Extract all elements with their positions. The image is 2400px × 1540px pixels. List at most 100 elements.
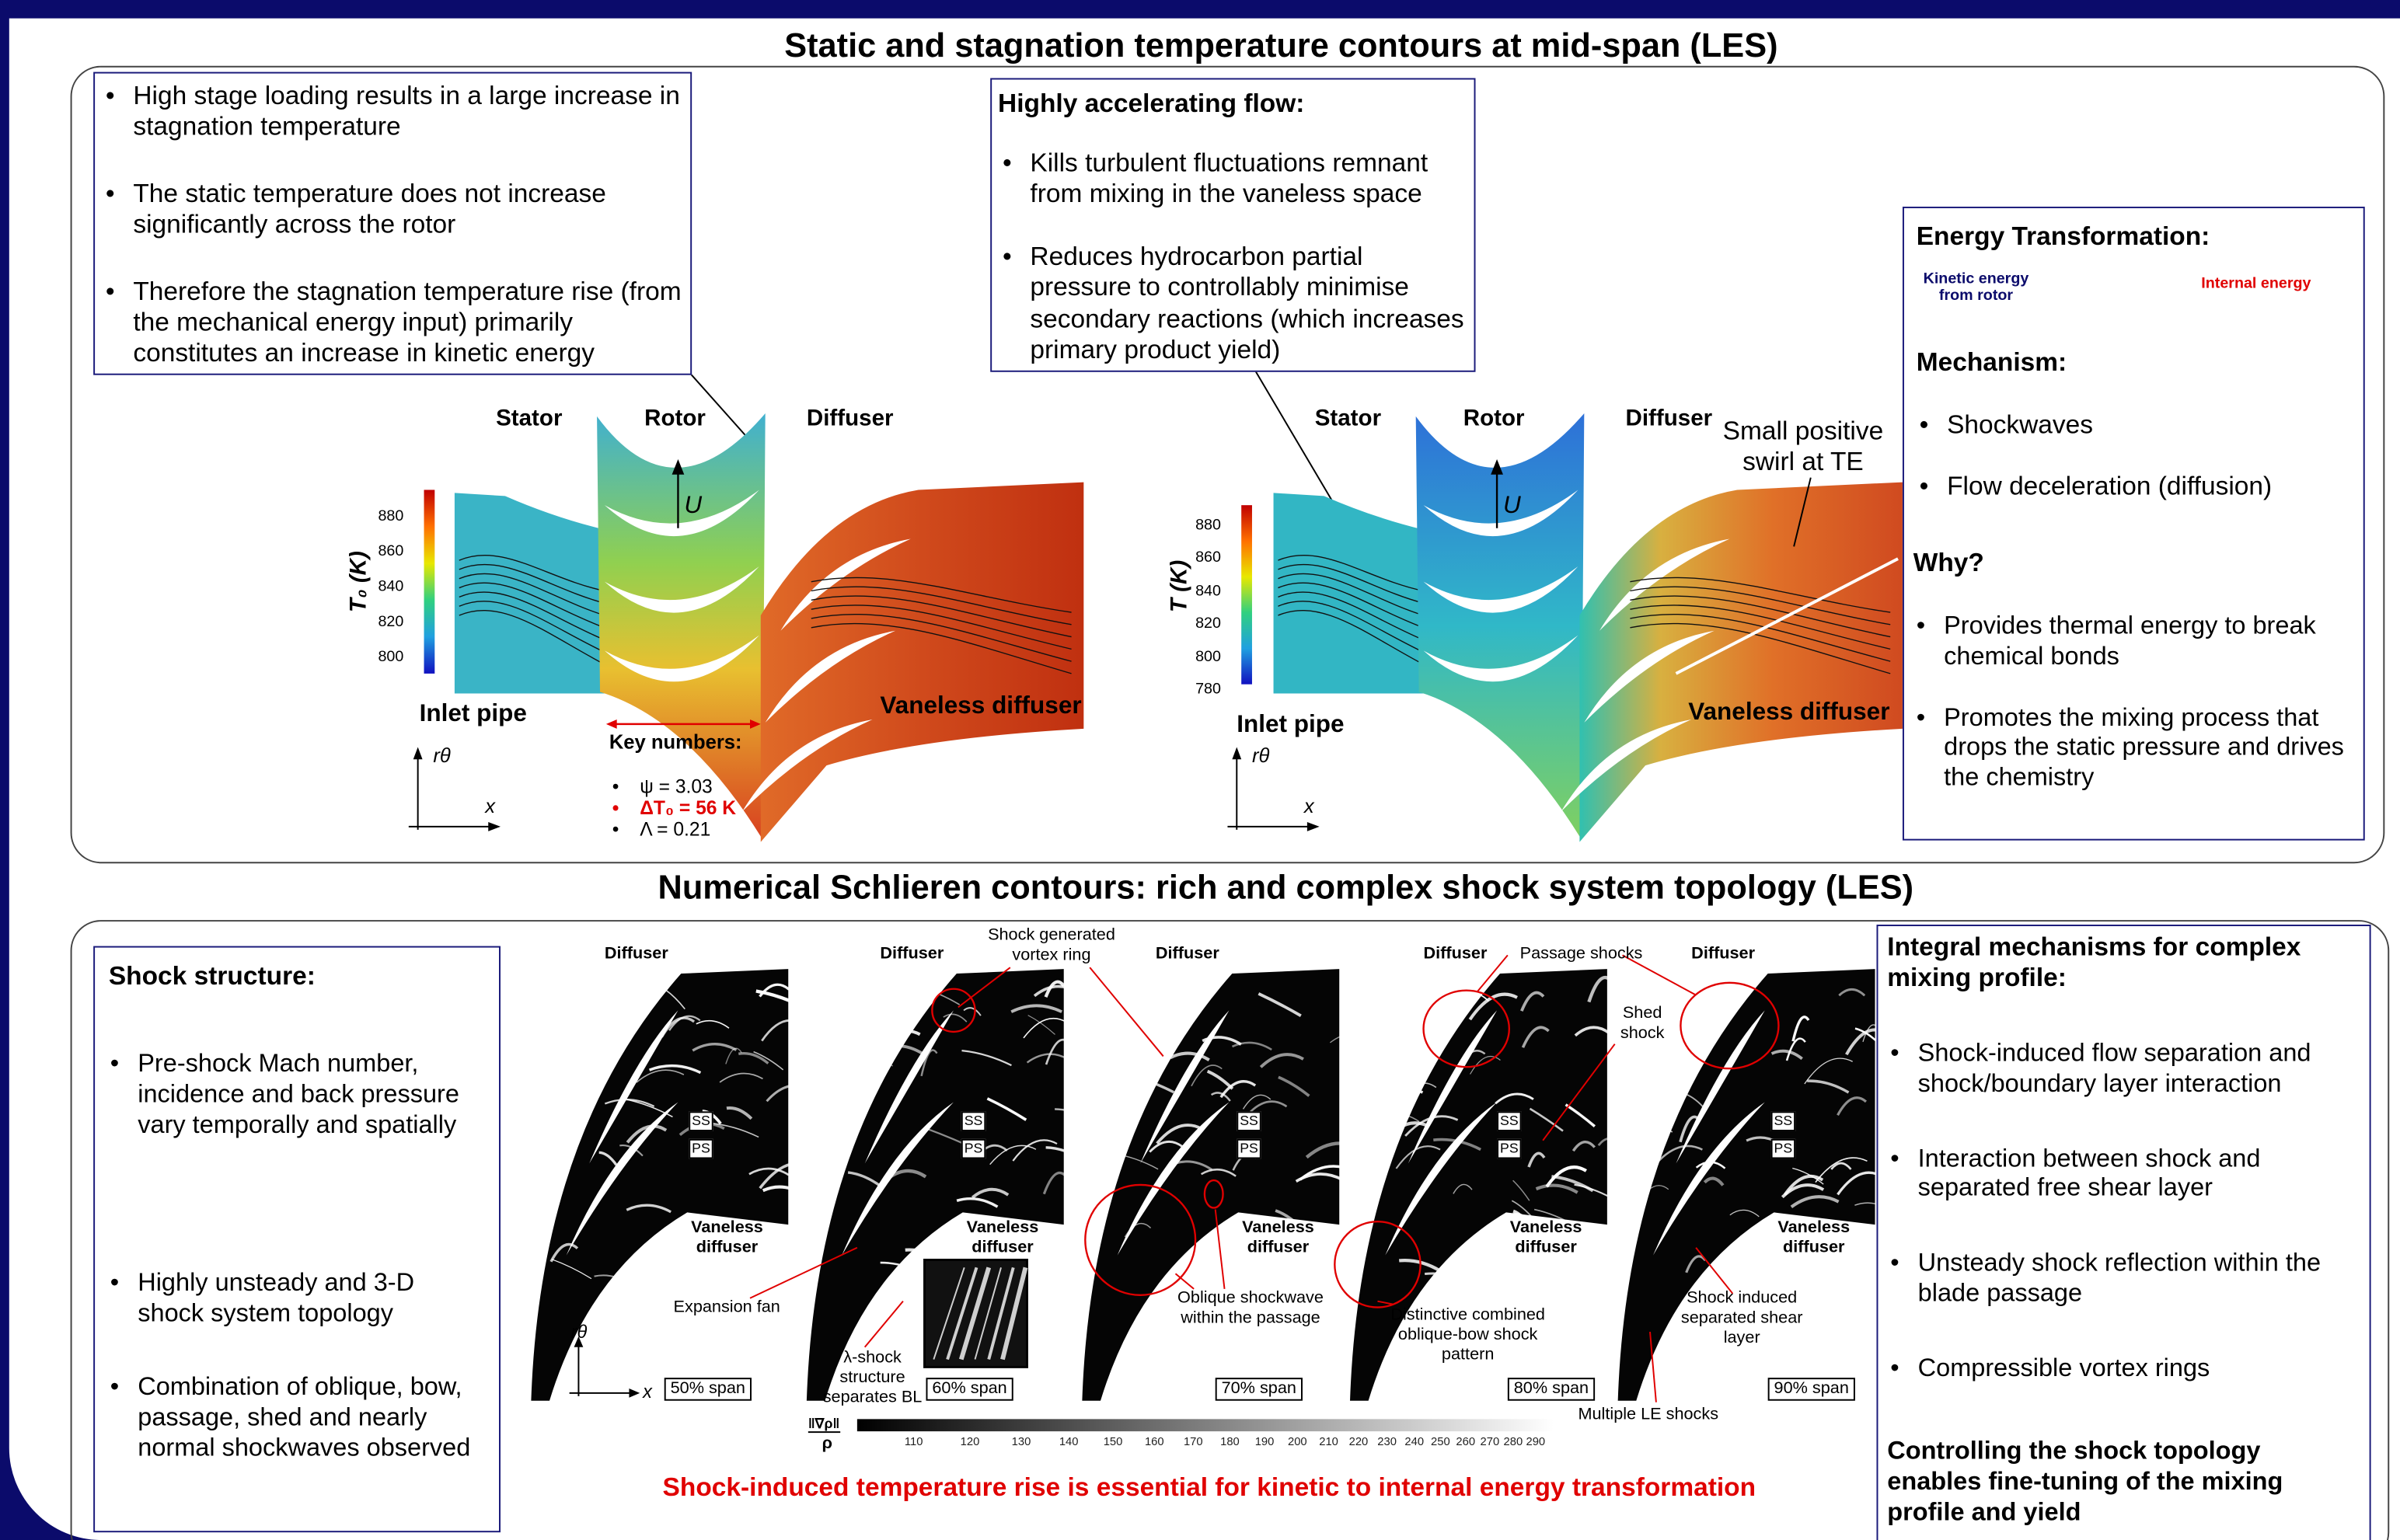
schlieren-streak — [1397, 1046, 1426, 1054]
annotation: Distinctive combined oblique-bow shock p… — [1376, 1306, 1559, 1366]
schlieren-streak — [564, 1057, 601, 1064]
arrowhead — [1491, 459, 1503, 475]
bullet-list: High stage loading results in a large in… — [99, 81, 687, 405]
bullet: Shockwaves — [1913, 410, 2357, 441]
colorbar-tick-label: 820 — [378, 614, 403, 632]
annotation-line — [1090, 967, 1163, 1056]
colorbar-tick-label: 250 — [1431, 1436, 1450, 1449]
schlieren-streak — [1150, 1014, 1178, 1023]
bullet: Provides thermal energy to break chemica… — [1910, 612, 2362, 673]
span-label: 80% span — [1508, 1378, 1595, 1400]
panel-label: Diffuser — [1156, 945, 1219, 964]
panel-label: Vaneless diffuser — [1484, 1218, 1607, 1258]
key-number: Λ = 0.21 — [606, 819, 790, 842]
colorbar-tick-label: 880 — [1195, 517, 1221, 535]
schlieren-streak — [1426, 1018, 1456, 1030]
arrowhead — [1232, 747, 1241, 759]
colorbar-tick-label: 170 — [1184, 1436, 1203, 1449]
colorbar-tick-label: 860 — [1195, 550, 1221, 568]
section-title: Static and stagnation temperature contou… — [592, 26, 1969, 64]
box-heading: Energy Transformation: — [1917, 222, 2210, 253]
bullet: The static temperature does not increase… — [99, 179, 687, 241]
schlieren-streak — [1638, 1127, 1673, 1138]
colorbar-label: T₀ (K) — [346, 551, 372, 612]
axis-label: rθ — [571, 1322, 588, 1343]
component-label: Stator — [1315, 406, 1381, 432]
stator — [455, 493, 605, 693]
colorbar — [1241, 505, 1252, 685]
schlieren-streak — [569, 1082, 590, 1104]
schlieren-streak — [1743, 1280, 1781, 1287]
arrowhead — [629, 1388, 640, 1398]
poster-scaled: Static and stagnation temperature contou… — [0, 0, 2400, 1540]
component-label: Inlet pipe — [1237, 712, 1344, 740]
annotation: Oblique shockwave within the passage — [1163, 1289, 1338, 1329]
annotation: Shed shock — [1612, 1004, 1673, 1044]
blade-speed-label: U — [1503, 493, 1521, 521]
key-number: ΔT₀ = 56 K — [606, 797, 790, 821]
box-heading: Integral mechanisms for complex mixing p… — [1887, 932, 2354, 994]
schlieren-streak — [1131, 995, 1146, 1011]
bullet: Highly unsteady and 3-D shock system top… — [104, 1270, 480, 1330]
annotation: Multiple LE shocks — [1578, 1406, 1718, 1425]
suction-side-tag: SS — [689, 1111, 713, 1131]
bullet-list: ShockwavesFlow deceleration (diffusion) — [1913, 410, 2357, 534]
arrowhead — [1307, 822, 1320, 831]
component-label: Stator — [496, 406, 562, 432]
colorbar-tick-label: 200 — [1288, 1436, 1307, 1449]
bullet: High stage loading results in a large in… — [99, 81, 687, 143]
suction-side-tag: SS — [1497, 1111, 1522, 1131]
rotor — [597, 413, 766, 839]
key-heading: Key numbers: — [609, 732, 742, 754]
span-label: 70% span — [1216, 1378, 1303, 1400]
conclusion: Shock-induced temperature rise is essent… — [597, 1472, 1822, 1503]
colorbar-tick-label: 160 — [1145, 1436, 1164, 1449]
blade-speed-label: U — [684, 493, 702, 521]
panel-label: Vaneless diffuser — [1217, 1218, 1340, 1258]
bullet: Combination of oblique, bow, passage, sh… — [104, 1373, 480, 1464]
colorbar-tick-label: 140 — [1059, 1436, 1079, 1449]
colorbar-tick-label: 150 — [1104, 1436, 1123, 1449]
pressure-side-tag: PS — [961, 1139, 986, 1159]
bullet-list: Kills turbulent fluctuations remnant fro… — [996, 148, 1471, 397]
bullet-list: Shock-induced flow separation and shock/… — [1884, 1040, 2366, 1430]
arrowhead — [672, 459, 685, 475]
bullet: Unsteady shock reflection within the bla… — [1884, 1249, 2366, 1310]
component-label: Inlet pipe — [420, 701, 527, 729]
node-label: Internal energy — [2196, 276, 2316, 293]
page: Static and stagnation temperature contou… — [0, 0, 2400, 1540]
colorbar-tick-label: 780 — [1195, 681, 1221, 699]
annotation-line — [865, 1301, 903, 1347]
bullet: Reduces hydrocarbon partial pressure to … — [996, 242, 1471, 367]
diffuser — [761, 483, 1084, 842]
colorbar-label: ‖∇ρ‖ — [808, 1416, 839, 1433]
span-label: 60% span — [926, 1378, 1013, 1400]
colorbar-label: T (K) — [1167, 560, 1193, 612]
colorbar-tick-label: 130 — [1012, 1436, 1031, 1449]
bullet: Compressible vortex rings — [1884, 1354, 2366, 1385]
span-label: 50% span — [665, 1378, 752, 1400]
colorbar-tick-label: 120 — [961, 1436, 980, 1449]
closing-statement: Controlling the shock topology enables f… — [1887, 1436, 2346, 1528]
pressure-side-tag: PS — [689, 1139, 713, 1159]
bullet: Interaction between shock and separated … — [1884, 1145, 2366, 1205]
colorbar-tick-label: 280 — [1504, 1436, 1523, 1449]
pressure-side-tag: PS — [1771, 1139, 1796, 1159]
annotation: Shock induced separated shear layer — [1673, 1289, 1811, 1349]
colorbar — [857, 1419, 1554, 1431]
colorbar-tick-label: 210 — [1319, 1436, 1338, 1449]
box-heading: Highly accelerating flow: — [998, 89, 1304, 119]
schlieren-streak — [1371, 1084, 1423, 1092]
component-label: Vaneless diffuser — [1688, 699, 1889, 727]
colorbar-tick-label: 180 — [1220, 1436, 1240, 1449]
colorbar-tick-label: 820 — [1195, 615, 1221, 633]
axis-label: rθ — [1252, 745, 1269, 768]
component-label: Diffuser — [807, 406, 894, 432]
colorbar-tick-label: 860 — [378, 543, 403, 561]
axis-label: rθ — [433, 745, 450, 768]
bullet-list: Pre-shock Mach number, incidence and bac… — [104, 1050, 480, 1465]
colorbar-tick-label: 880 — [378, 508, 403, 526]
colorbar-tick-label: 230 — [1377, 1436, 1397, 1449]
axis-label: x — [485, 796, 495, 819]
axis-label: x — [1304, 796, 1314, 819]
